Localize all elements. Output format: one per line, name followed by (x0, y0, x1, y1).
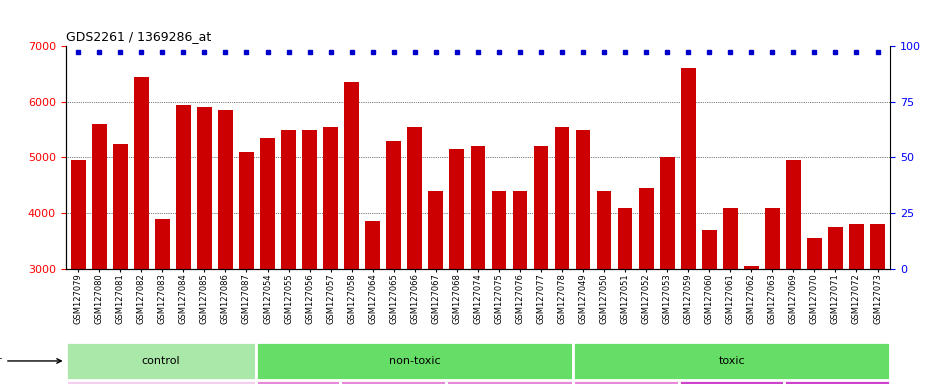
Bar (449, 149, 463, 384)
Bar (870, 224, 884, 384)
Bar (92, 124, 107, 384)
Bar (573, 342, 889, 380)
Bar (512, 191, 527, 384)
Bar (340, 380, 446, 384)
Bar (197, 107, 212, 384)
Bar (256, 380, 340, 384)
Bar (764, 208, 779, 384)
Bar (446, 380, 573, 384)
Bar (785, 160, 800, 384)
Bar (533, 146, 548, 384)
Bar (573, 380, 678, 384)
Text: toxic: toxic (718, 356, 744, 366)
Bar (596, 191, 611, 384)
Bar (302, 129, 316, 384)
Bar (407, 127, 422, 384)
Bar (344, 82, 358, 384)
Bar (470, 146, 485, 384)
Bar (827, 227, 841, 384)
Bar (678, 380, 783, 384)
Bar (743, 266, 758, 384)
Bar (491, 191, 505, 384)
Bar (239, 152, 254, 384)
Bar (659, 157, 674, 384)
Bar (575, 129, 590, 384)
Bar (428, 191, 443, 384)
Bar (554, 127, 569, 384)
Bar (176, 104, 191, 384)
Bar (617, 208, 632, 384)
Bar (701, 230, 716, 384)
Bar (783, 380, 889, 384)
Bar (218, 110, 232, 384)
Text: GDS2261 / 1369286_at: GDS2261 / 1369286_at (66, 30, 211, 43)
Bar (848, 224, 863, 384)
Bar (723, 208, 737, 384)
Bar (680, 68, 695, 384)
Bar (134, 77, 149, 384)
Text: control: control (141, 356, 180, 366)
Bar (256, 342, 573, 380)
Text: non-toxic: non-toxic (388, 356, 440, 366)
Bar (281, 129, 296, 384)
Bar (386, 141, 401, 384)
Bar (365, 222, 380, 384)
Bar (66, 342, 256, 380)
Bar (71, 160, 85, 384)
Bar (323, 127, 338, 384)
Bar (154, 219, 169, 384)
Bar (638, 188, 652, 384)
Bar (113, 144, 127, 384)
Bar (806, 238, 821, 384)
Text: other: other (0, 356, 61, 366)
Bar (260, 138, 274, 384)
Bar (66, 380, 256, 384)
